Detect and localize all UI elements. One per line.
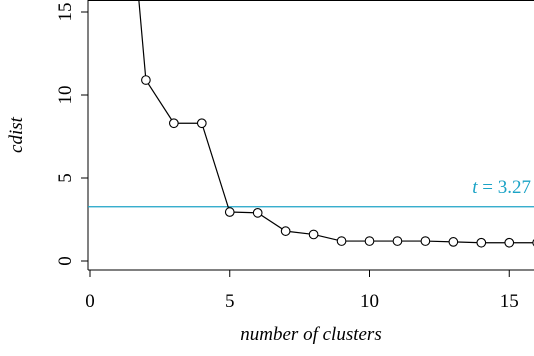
y-axis-title: cdist [6, 116, 27, 153]
threshold-label-value: = 3.27 [478, 177, 531, 198]
data-point [476, 237, 487, 248]
data-point [196, 118, 207, 129]
series-line [138, 0, 534, 244]
data-point [364, 236, 375, 246]
x-tick-label: 5 [225, 291, 235, 312]
threshold-label-var: t [472, 177, 478, 198]
data-point [224, 207, 235, 217]
data-point [336, 236, 347, 246]
data-point [420, 236, 431, 246]
x-tick-label: 15 [500, 291, 519, 312]
y-tick-label: 5 [55, 173, 76, 183]
threshold-label: t = 3.27 [472, 177, 531, 198]
data-point [504, 237, 515, 248]
y-tick-label: 15 [55, 3, 76, 22]
data-point [392, 236, 403, 246]
data-point [308, 229, 319, 240]
x-tick-label: 10 [360, 291, 379, 312]
x-axis-title: number of clusters [240, 324, 381, 345]
y-tick-label: 10 [55, 86, 76, 105]
data-point [252, 208, 263, 218]
data-point [169, 118, 179, 129]
y-axis: 0 5 10 15 [55, 3, 88, 266]
plot-frame [87, 0, 534, 271]
data-point [448, 237, 459, 247]
data-point [141, 75, 151, 85]
x-tick-label: 0 [85, 291, 95, 312]
data-point [280, 226, 291, 236]
x-axis: 051015202530 [85, 270, 519, 312]
y-tick-label: 0 [55, 256, 76, 266]
series-layer [138, 0, 534, 248]
